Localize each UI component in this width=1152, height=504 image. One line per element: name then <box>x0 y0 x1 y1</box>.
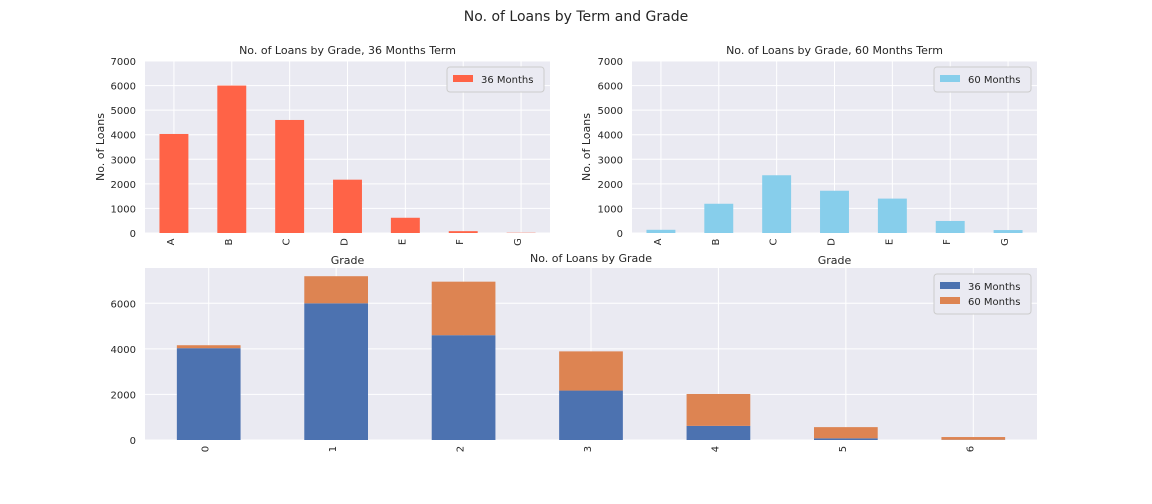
x-tick-label: D <box>340 238 351 246</box>
y-tick-label: 6000 <box>598 82 623 93</box>
y-tick-label: 2000 <box>111 180 136 191</box>
y-tick-label: 4000 <box>111 345 136 356</box>
legend: 36 Months 60 Months <box>933 273 1032 315</box>
x-tick-label: G <box>513 238 524 246</box>
y-tick-label: 3000 <box>111 155 136 166</box>
bar <box>762 175 792 233</box>
legend-swatch <box>940 297 960 304</box>
bar <box>820 190 849 233</box>
bar <box>304 276 368 304</box>
bar <box>176 348 241 440</box>
x-tick-label: C <box>282 238 293 245</box>
bar <box>559 351 623 391</box>
x-tick-label: C <box>769 238 780 245</box>
x-tick-label: D <box>827 238 838 246</box>
x-tick-label: 1 <box>328 446 339 452</box>
x-tick-label: 4 <box>710 446 721 452</box>
x-tick-label: B <box>224 238 235 245</box>
y-tick-label: 2000 <box>111 390 136 401</box>
x-tick-label: 2 <box>456 446 467 452</box>
bar <box>646 229 676 233</box>
x-tick-label: F <box>455 239 466 245</box>
x-tick-label: E <box>884 239 895 245</box>
bar <box>686 425 751 440</box>
bar <box>390 217 420 233</box>
y-tick-label: 5000 <box>598 106 623 117</box>
y-tick-label: 1000 <box>111 204 136 215</box>
bar <box>275 119 305 233</box>
legend-box <box>933 273 1032 315</box>
chart-60-months: 0 1000 2000 3000 4000 5000 6000 7000 A B C D E F G No. … <box>580 44 1037 267</box>
bar <box>935 220 965 233</box>
bar <box>993 230 1023 233</box>
y-tick-label: 6000 <box>111 82 136 93</box>
x-tick-label: A <box>653 238 664 245</box>
chart-title: No. of Loans by Grade <box>530 252 652 265</box>
bar <box>814 427 878 439</box>
x-tick-label: E <box>397 239 408 245</box>
bar <box>941 437 1006 440</box>
legend-box <box>933 66 1032 93</box>
y-tick-label: 0 <box>617 229 623 240</box>
x-tick-label: 0 <box>201 446 212 452</box>
chart-title: No. of Loans by Grade, 36 Months Term <box>239 44 456 57</box>
legend: 60 Months <box>933 66 1032 93</box>
x-tick-label: 3 <box>583 446 594 452</box>
x-tick-label: B <box>711 238 722 245</box>
y-tick-label: 7000 <box>111 57 136 68</box>
y-tick-label: 3000 <box>598 155 623 166</box>
bar <box>431 335 496 440</box>
y-tick-label: 2000 <box>598 180 623 191</box>
y-tick-label: 0 <box>130 229 136 240</box>
legend-swatch <box>940 282 960 289</box>
bar <box>176 345 241 349</box>
bar <box>159 133 189 233</box>
legend-swatch <box>453 75 473 82</box>
y-axis-label: No. of Loans <box>94 113 107 181</box>
bar <box>559 390 623 440</box>
chart-title: No. of Loans by Grade, 60 Months Term <box>726 44 943 57</box>
bar <box>814 438 878 440</box>
y-tick-label: 6000 <box>111 299 136 310</box>
chart-stacked-by-grade: 0 2000 4000 6000 0 1 2 3 4 5 6 No. of Loans by Grad… <box>111 252 1037 452</box>
bar <box>304 303 368 440</box>
bar <box>877 198 907 233</box>
x-tick-label: A <box>166 238 177 245</box>
bar <box>448 231 478 233</box>
y-tick-label: 7000 <box>598 57 623 68</box>
y-tick-label: 5000 <box>111 106 136 117</box>
bar <box>686 393 751 426</box>
y-tick-label: 1000 <box>598 204 623 215</box>
legend-label: 36 Months <box>968 282 1020 293</box>
x-tick-label: 5 <box>838 446 849 452</box>
chart-36-months: 0 1000 2000 3000 4000 5000 6000 7000 A B C D E F G No. … <box>94 44 550 267</box>
legend-label: 60 Months <box>968 297 1020 308</box>
bar <box>704 203 734 233</box>
bar <box>431 281 496 336</box>
legend-label: 60 Months <box>968 75 1020 86</box>
x-tick-label: 6 <box>965 446 976 452</box>
bar <box>333 179 362 233</box>
y-tick-label: 0 <box>130 436 136 447</box>
y-axis-label: No. of Loans <box>580 113 593 181</box>
y-tick-label: 4000 <box>111 131 136 142</box>
legend-swatch <box>940 75 960 82</box>
legend-label: 36 Months <box>481 75 533 86</box>
x-tick-label: F <box>942 239 953 245</box>
figure-title: No. of Loans by Term and Grade <box>464 9 688 25</box>
legend: 36 Months <box>446 66 545 93</box>
y-tick-label: 4000 <box>598 131 623 142</box>
bar <box>217 85 247 233</box>
x-axis-label: Grade <box>331 254 365 267</box>
legend-box <box>446 66 545 93</box>
x-axis-label: Grade <box>818 254 852 267</box>
x-tick-label: G <box>1000 238 1011 246</box>
